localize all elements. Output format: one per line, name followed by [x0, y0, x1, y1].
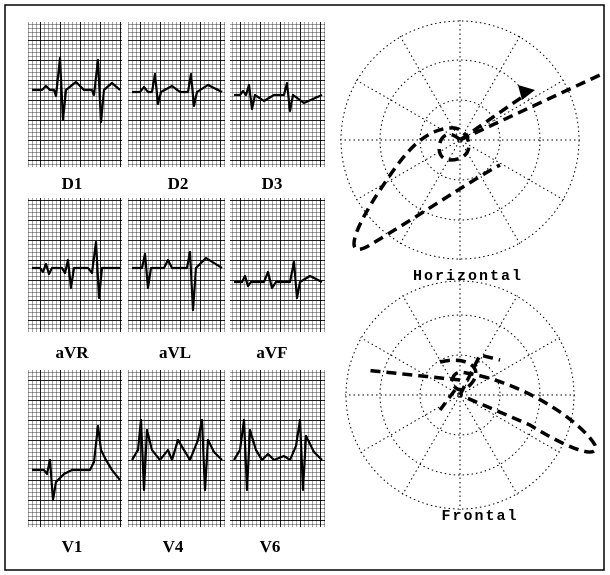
- frontal-loop-plot: [340, 275, 596, 515]
- lead-label: V1: [62, 537, 83, 556]
- lead-label: aVR: [55, 343, 89, 362]
- lead-label: aVL: [159, 343, 191, 362]
- lead-label: aVF: [256, 343, 287, 362]
- lead-label: D2: [168, 174, 189, 193]
- lead-label: V4: [163, 537, 184, 556]
- lead-label: D3: [262, 174, 283, 193]
- horizontal-loop-plot: [340, 20, 600, 260]
- lead-label: V6: [260, 537, 281, 556]
- figure: D1 D2 D3 aVR aVL aVF V1 V4 V6 Horizontal…: [0, 0, 610, 575]
- lead-label: D1: [62, 174, 83, 193]
- loop-label: Frontal: [441, 508, 518, 525]
- loop-label: Horizontal: [413, 268, 523, 285]
